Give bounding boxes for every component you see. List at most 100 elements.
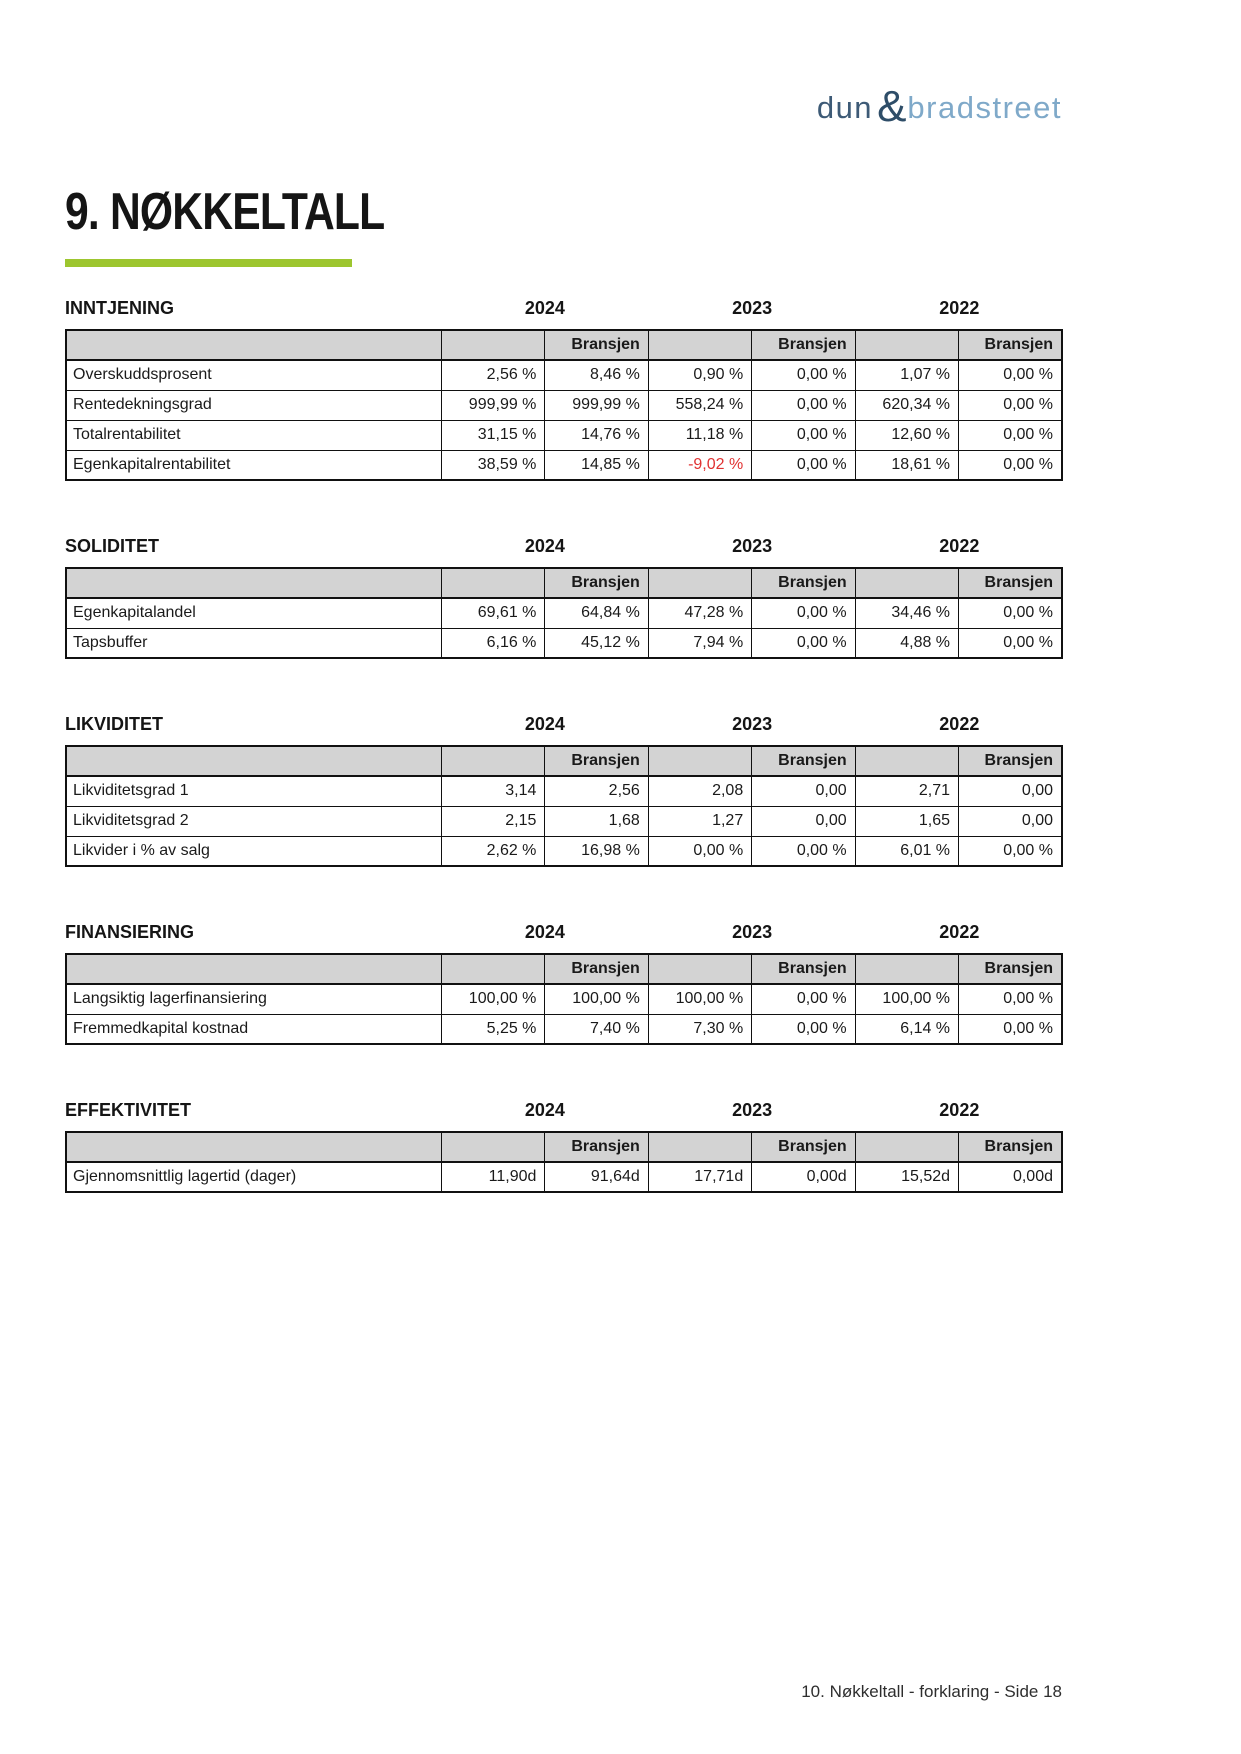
value-cell: 100,00 % xyxy=(854,983,960,1015)
header-corner-cell xyxy=(65,953,442,985)
value-cell: 2,08 xyxy=(647,775,753,807)
value-cell: 2,56 % xyxy=(440,359,546,391)
metrics-table: Bransjen Bransjen Bransjen Langsiktig la… xyxy=(65,953,1063,1045)
header-corner-cell xyxy=(65,567,442,599)
header-year-cell xyxy=(440,953,546,985)
section-title: INNTJENING xyxy=(65,298,175,318)
header-industry-cell: Bransjen xyxy=(544,745,649,777)
year-label: 2024 xyxy=(524,1100,565,1120)
ampersand-icon: & xyxy=(877,82,907,131)
value-cell: 3,14 xyxy=(440,775,546,807)
row-label: Rentedekningsgrad xyxy=(65,389,442,421)
table-row: Likvider i % av salg 2,62 % 16,98 % 0,00 % 0… xyxy=(65,835,1063,867)
value-cell: 100,00 % xyxy=(440,983,546,1015)
value-cell: 2,15 xyxy=(440,805,546,837)
title-accent-bar xyxy=(65,259,352,267)
section-header: LIKVIDITET 2024 2023 2022 xyxy=(65,714,1063,735)
header-year-cell xyxy=(647,953,753,985)
header-industry-cell: Bransjen xyxy=(544,567,649,599)
header-year-cell xyxy=(854,1131,960,1163)
year-label: 2023 xyxy=(732,714,773,734)
header-year-cell xyxy=(647,567,753,599)
value-cell: 69,61 % xyxy=(440,597,546,629)
value-cell: 18,61 % xyxy=(854,449,960,481)
value-cell: 0,00d xyxy=(958,1161,1063,1193)
header-industry-cell: Bransjen xyxy=(958,1131,1063,1163)
value-cell: 0,00 % xyxy=(958,1013,1063,1045)
header-year-cell xyxy=(440,567,546,599)
header-industry-cell: Bransjen xyxy=(751,567,856,599)
year-label: 2022 xyxy=(939,922,980,942)
year-label: 2023 xyxy=(732,536,773,556)
value-cell: 7,94 % xyxy=(647,627,753,659)
row-label: Langsiktig lagerfinansiering xyxy=(65,983,442,1015)
table-row: Overskuddsprosent 2,56 % 8,46 % 0,90 % 0,00 … xyxy=(65,359,1063,391)
header-year-cell xyxy=(647,745,753,777)
value-cell: 0,00 xyxy=(958,775,1063,807)
section-title: SOLIDITET xyxy=(65,536,159,556)
value-cell: 0,00 % xyxy=(751,449,856,481)
value-cell: 7,30 % xyxy=(647,1013,753,1045)
table-row: Tapsbuffer 6,16 % 45,12 % 7,94 % 0,00 % 4,88 … xyxy=(65,627,1063,659)
value-cell: 6,14 % xyxy=(854,1013,960,1045)
year-label: 2023 xyxy=(732,922,773,942)
metric-section: SOLIDITET 2024 2023 2022 Bransjen Bransj… xyxy=(65,536,1063,659)
value-cell: 15,52d xyxy=(854,1161,960,1193)
table-row: Likviditetsgrad 2 2,15 1,68 1,27 0,00 1,65 0,0… xyxy=(65,805,1063,837)
header-industry-cell: Bransjen xyxy=(958,329,1063,361)
value-cell: 1,65 xyxy=(854,805,960,837)
value-cell: 0,90 % xyxy=(647,359,753,391)
value-cell: 91,64d xyxy=(544,1161,649,1193)
value-cell: 100,00 % xyxy=(647,983,753,1015)
value-cell: 0,00 % xyxy=(751,1013,856,1045)
value-cell: 17,71d xyxy=(647,1161,753,1193)
year-label: 2024 xyxy=(524,536,565,556)
page-title: 9. NØKKELTALL xyxy=(65,183,385,241)
table-row: Likviditetsgrad 1 3,14 2,56 2,08 0,00 2,71 0,0… xyxy=(65,775,1063,807)
header-year-cell xyxy=(647,329,753,361)
value-cell: 999,99 % xyxy=(440,389,546,421)
value-cell: 999,99 % xyxy=(544,389,649,421)
table-header-row: Bransjen Bransjen Bransjen xyxy=(65,329,1063,361)
year-label: 2022 xyxy=(939,298,980,318)
row-label: Likvider i % av salg xyxy=(65,835,442,867)
value-cell: 0,00 % xyxy=(751,983,856,1015)
year-label: 2024 xyxy=(524,922,565,942)
value-cell: 0,00 % xyxy=(958,627,1063,659)
header-industry-cell: Bransjen xyxy=(544,1131,649,1163)
year-label: 2022 xyxy=(939,1100,980,1120)
value-cell: 0,00 % xyxy=(751,835,856,867)
value-cell: 34,46 % xyxy=(854,597,960,629)
header-year-cell xyxy=(854,329,960,361)
row-label: Fremmedkapital kostnad xyxy=(65,1013,442,1045)
value-cell: 100,00 % xyxy=(544,983,649,1015)
value-cell: 45,12 % xyxy=(544,627,649,659)
value-cell: 558,24 % xyxy=(647,389,753,421)
header-year-cell xyxy=(854,567,960,599)
table-row: Rentedekningsgrad 999,99 % 999,99 % 558,24 … xyxy=(65,389,1063,421)
value-cell: 0,00 % xyxy=(751,627,856,659)
value-cell: 47,28 % xyxy=(647,597,753,629)
row-label: Totalrentabilitet xyxy=(65,419,442,451)
header-corner-cell xyxy=(65,329,442,361)
section-title: EFFEKTIVITET xyxy=(65,1100,191,1120)
header-year-cell xyxy=(647,1131,753,1163)
year-label: 2024 xyxy=(524,714,565,734)
value-cell: 0,00d xyxy=(751,1161,856,1193)
value-cell: 38,59 % xyxy=(440,449,546,481)
value-cell: 0,00 xyxy=(751,775,856,807)
value-cell: 14,85 % xyxy=(544,449,649,481)
value-cell: 11,90d xyxy=(440,1161,546,1193)
section-title: FINANSIERING xyxy=(65,922,195,942)
header-corner-cell xyxy=(65,1131,442,1163)
table-header-row: Bransjen Bransjen Bransjen xyxy=(65,745,1063,777)
metric-section: EFFEKTIVITET 2024 2023 2022 Bransjen Bra… xyxy=(65,1100,1063,1193)
value-cell: 0,00 xyxy=(751,805,856,837)
value-cell: 31,15 % xyxy=(440,419,546,451)
header-corner-cell xyxy=(65,745,442,777)
header-industry-cell: Bransjen xyxy=(958,953,1063,985)
value-cell: 7,40 % xyxy=(544,1013,649,1045)
value-cell: -9,02 % xyxy=(647,449,753,481)
value-cell: 0,00 % xyxy=(958,983,1063,1015)
